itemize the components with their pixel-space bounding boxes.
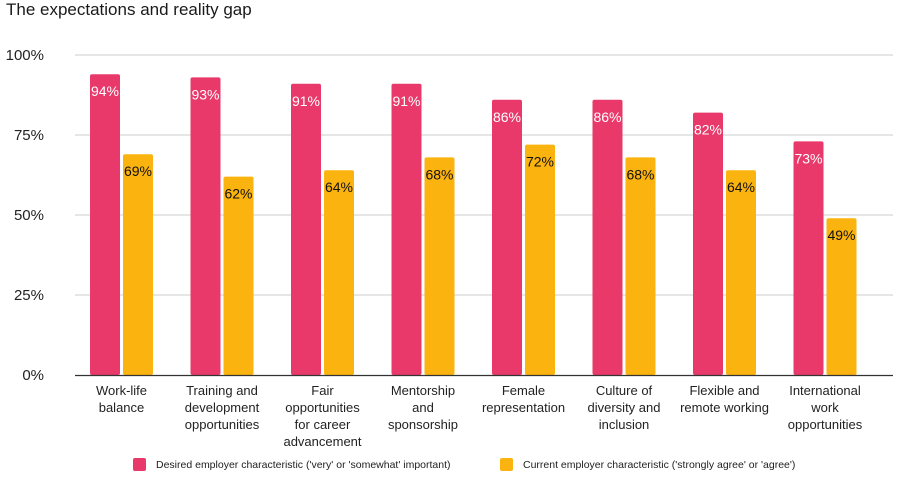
bar-desired [793, 141, 824, 375]
x-category-label: Flexible and remote working [680, 383, 769, 415]
bar-desired [592, 99, 623, 376]
bar-desired [693, 112, 723, 375]
x-category-label: Training and development opportunities [185, 383, 260, 432]
bar-desired [391, 83, 422, 376]
x-category-label: Fair opportunities for career advancement [283, 383, 361, 449]
legend-swatch-desired [133, 458, 146, 471]
legend-label-desired: Desired employer characteristic ('very' … [156, 458, 451, 471]
bar-current [324, 170, 354, 375]
bar-desired [291, 83, 321, 376]
legend: Desired employer characteristic ('very' … [0, 458, 900, 478]
bar-desired [90, 74, 120, 375]
data-label-current: 69% [124, 163, 152, 179]
data-label-desired: 86% [493, 109, 521, 125]
bar-current [625, 157, 656, 375]
data-label-desired: 93% [191, 86, 219, 102]
y-tick-label: 100% [6, 47, 44, 64]
x-category-label: Work-life balance [96, 383, 147, 415]
bar-desired [190, 77, 221, 376]
data-label-current: 62% [224, 186, 252, 202]
y-axis: 0% 25% 50% 75% 100% [6, 47, 44, 384]
x-category-label: Female representation [482, 383, 565, 415]
data-label-current: 64% [325, 179, 353, 195]
y-tick-label: 75% [14, 127, 44, 144]
x-category-label: Mentorship and sponsorship [388, 383, 458, 432]
data-labels: 94% 69% 93% 62% 91% 64% 91% 68% 86% 72% 86% 68% 82% 6… [91, 83, 856, 243]
data-label-current: 72% [526, 154, 554, 170]
data-label-desired: 91% [292, 93, 320, 109]
bar-current [424, 157, 455, 375]
bar-current [223, 176, 254, 375]
legend-swatch-current [500, 458, 513, 471]
x-category-label: Culture of diversity and inclusion [588, 383, 661, 432]
data-label-desired: 82% [694, 122, 722, 138]
y-tick-label: 50% [14, 207, 44, 224]
x-category-label: International work opportunities [788, 383, 863, 432]
legend-label-current: Current employer characteristic ('strong… [523, 458, 796, 471]
data-label-current: 49% [827, 227, 855, 243]
data-label-current: 68% [425, 166, 453, 182]
data-label-desired: 86% [593, 109, 621, 125]
bar-current [525, 144, 555, 375]
y-tick-label: 25% [14, 287, 44, 304]
bar-chart: 0% 25% 50% 75% 100% 94% 69% 93% 62% 91% 64% 91% 68%… [6, 47, 893, 449]
data-label-desired: 73% [794, 150, 822, 166]
legend-item-desired: Desired employer characteristic ('very' … [133, 458, 451, 471]
bar-current [726, 170, 756, 375]
bar-desired [492, 99, 522, 376]
bar-current [826, 218, 857, 375]
y-tick-label: 0% [22, 367, 44, 384]
chart-title: The expectations and reality gap [6, 0, 252, 19]
data-label-desired: 94% [91, 83, 119, 99]
x-axis: Work-life balance Training and development o… [75, 374, 893, 449]
data-label-desired: 91% [392, 93, 420, 109]
bar-current [123, 154, 153, 375]
bars [90, 74, 857, 376]
data-label-current: 68% [626, 166, 654, 182]
legend-item-current: Current employer characteristic ('strong… [500, 458, 795, 471]
data-label-current: 64% [727, 179, 755, 195]
